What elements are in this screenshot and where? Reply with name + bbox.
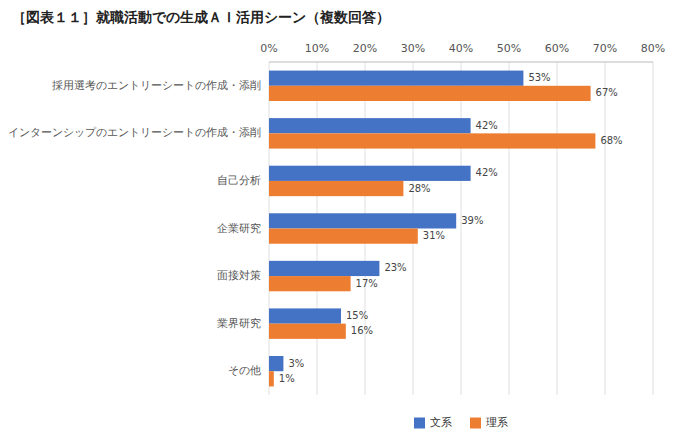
category-label: 面接対策	[217, 269, 261, 281]
category-label: 業界研究	[217, 317, 261, 329]
data-label: 67%	[596, 87, 618, 98]
bar	[269, 133, 595, 148]
data-label: 68%	[600, 135, 622, 146]
bar	[269, 308, 341, 323]
legend: 文系 理系	[414, 416, 508, 429]
legend-label: 理系	[486, 416, 508, 429]
tick-label: 50%	[497, 42, 521, 55]
bar	[269, 213, 456, 228]
tick-label: 80%	[641, 42, 665, 55]
grid-line	[653, 62, 654, 395]
data-label: 17%	[356, 278, 378, 289]
bar	[269, 118, 471, 133]
grid-line	[461, 62, 462, 395]
data-label: 1%	[279, 373, 295, 384]
category-label: その他	[228, 364, 261, 376]
tick-label: 30%	[401, 42, 425, 55]
data-label: 53%	[528, 72, 550, 83]
grid	[269, 62, 653, 395]
bar	[269, 276, 351, 291]
tick-label: 20%	[353, 42, 377, 55]
bar	[269, 86, 591, 101]
bar	[269, 71, 523, 86]
category-label: 採用選考のエントリーシートの作成・添削	[52, 79, 261, 91]
data-label: 15%	[346, 310, 368, 321]
tick-label: 60%	[545, 42, 569, 55]
tick-label: 70%	[593, 42, 617, 55]
x-tick-labels: 0% 10% 20% 30% 40% 50% 60% 70% 80%	[260, 42, 665, 55]
data-label: 3%	[288, 358, 304, 369]
legend-swatch	[414, 418, 425, 429]
grid-line	[557, 62, 558, 395]
data-label: 16%	[351, 325, 373, 336]
bars	[269, 71, 595, 387]
data-labels: 53% 67% 42% 68% 42% 28% 39% 31% 23% 17% 15% 16% 3% 1%	[279, 72, 623, 384]
title: ［図表１１］就職活動での生成ＡＩ活用シーン（複数回答）	[12, 9, 390, 25]
bar	[269, 181, 403, 196]
x-axis-line	[269, 62, 653, 63]
data-label: 31%	[423, 230, 445, 241]
category-label: 自己分析	[217, 174, 261, 186]
bar	[269, 229, 418, 244]
category-label: インターンシップのエントリーシートの作成・添削	[8, 126, 261, 138]
bar	[269, 324, 346, 339]
data-label: 42%	[476, 167, 498, 178]
grid-line	[605, 62, 606, 395]
legend-label: 文系	[430, 416, 452, 429]
tick-label: 40%	[449, 42, 473, 55]
tick-label: 0%	[260, 42, 277, 55]
data-label: 23%	[384, 262, 406, 273]
bar	[269, 166, 471, 181]
data-label: 28%	[408, 183, 430, 194]
tick-label: 10%	[305, 42, 329, 55]
data-label: 42%	[476, 120, 498, 131]
legend-swatch	[470, 418, 481, 429]
category-labels: 採用選考のエントリーシートの作成・添削インターンシップのエントリーシートの作成・…	[8, 79, 261, 376]
grid-line	[509, 62, 510, 395]
bar	[269, 261, 379, 276]
data-label: 39%	[461, 215, 483, 226]
bar	[269, 371, 274, 386]
category-label: 企業研究	[217, 222, 261, 234]
bar	[269, 356, 283, 371]
